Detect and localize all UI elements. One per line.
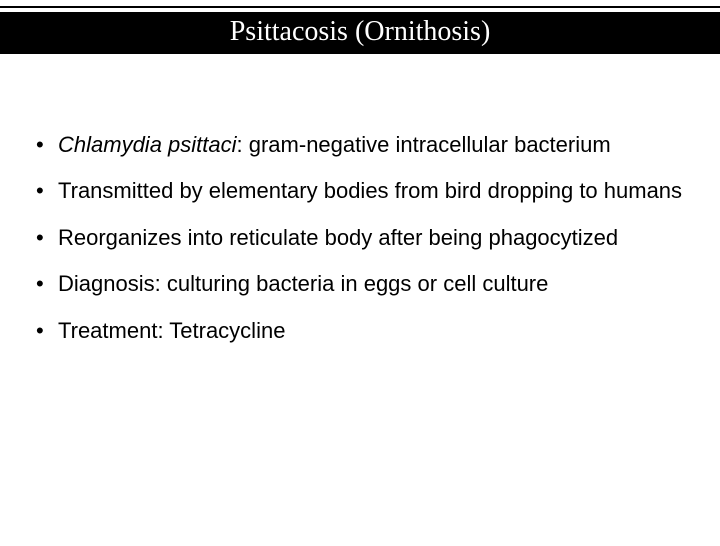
top-divider — [0, 6, 720, 8]
bullet-text: Diagnosis: culturing bacteria in eggs or… — [58, 271, 548, 296]
slide-content: Chlamydia psittaci: gram-negative intrac… — [0, 54, 720, 344]
list-item: Treatment: Tetracycline — [30, 318, 690, 344]
bullet-list: Chlamydia psittaci: gram-negative intrac… — [30, 132, 690, 344]
bullet-text: Treatment: Tetracycline — [58, 318, 285, 343]
list-item: Chlamydia psittaci: gram-negative intrac… — [30, 132, 690, 158]
list-item: Transmitted by elementary bodies from bi… — [30, 178, 690, 204]
bullet-italic-prefix: Chlamydia psittaci — [58, 132, 237, 157]
slide-title: Psittacosis (Ornithosis) — [0, 16, 720, 48]
bullet-text: Transmitted by elementary bodies from bi… — [58, 178, 682, 203]
bullet-text: : gram-negative intracellular bacterium — [237, 132, 611, 157]
list-item: Reorganizes into reticulate body after b… — [30, 225, 690, 251]
bullet-text: Reorganizes into reticulate body after b… — [58, 225, 618, 250]
list-item: Diagnosis: culturing bacteria in eggs or… — [30, 271, 690, 297]
title-bar: Psittacosis (Ornithosis) — [0, 12, 720, 54]
